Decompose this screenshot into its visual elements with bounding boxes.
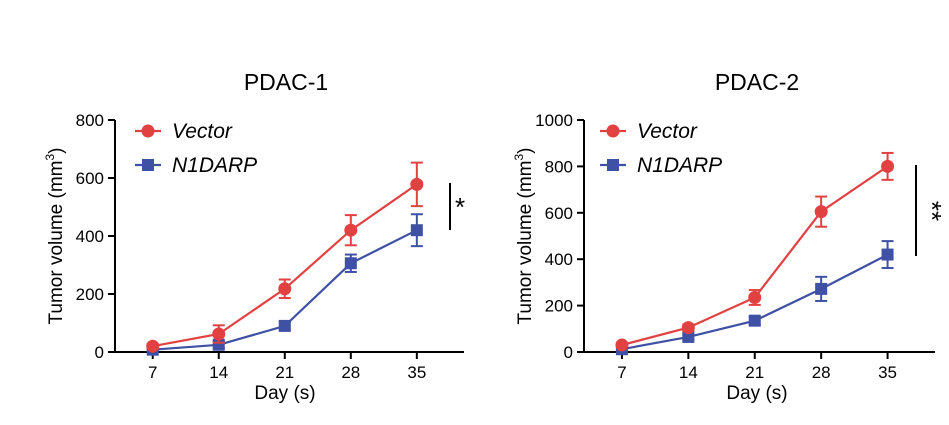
data-point-n1darp bbox=[682, 330, 695, 343]
data-point-vector bbox=[212, 327, 226, 341]
x-ticks: 7 14 21 28 35 bbox=[148, 352, 426, 382]
x-tick-label: 28 bbox=[341, 363, 360, 382]
significance-marker: ** bbox=[917, 201, 947, 221]
y-axis-label-close: ) bbox=[46, 148, 67, 154]
significance-marker: * bbox=[455, 192, 465, 222]
y-axis-label-text: Tumor volume (mm bbox=[515, 161, 536, 325]
data-point-vector bbox=[814, 205, 828, 219]
data-point-vector bbox=[615, 338, 629, 352]
x-tick-label: 21 bbox=[275, 363, 294, 382]
x-tick-label: 7 bbox=[148, 363, 157, 382]
x-axis-label: Day (s) bbox=[726, 383, 787, 404]
data-point-vector bbox=[344, 223, 358, 237]
y-axis-label: Tumor volume (mm3) bbox=[43, 148, 67, 325]
legend: Vector N1DARP bbox=[135, 120, 257, 177]
x-tick-label: 21 bbox=[745, 363, 764, 382]
data-point-n1darp bbox=[748, 314, 761, 327]
y-tick-label: 200 bbox=[76, 285, 104, 304]
series-layer bbox=[615, 151, 895, 356]
data-point-n1darp bbox=[344, 257, 357, 270]
x-tick-label: 14 bbox=[679, 363, 698, 382]
legend-marker-vector bbox=[141, 124, 155, 138]
legend-marker-vector bbox=[606, 124, 620, 138]
x-tick-label: 28 bbox=[812, 363, 831, 382]
y-tick-label: 0 bbox=[95, 343, 104, 362]
data-point-n1darp bbox=[278, 319, 291, 332]
legend-label-vector: Vector bbox=[172, 120, 233, 143]
y-axis-label-text: Tumor volume (mm bbox=[46, 161, 67, 325]
x-ticks: 7 14 21 28 35 bbox=[617, 352, 897, 382]
y-axis-label-close: ) bbox=[515, 148, 536, 154]
y-tick-label: 600 bbox=[545, 204, 573, 223]
y-axis-label-superscript: 3 bbox=[512, 154, 526, 161]
chart-panel-pdac-2: PDAC-2 0 200 400 600 800 1000 7 14 21 28 35 Day (… bbox=[512, 69, 947, 404]
data-point-n1darp bbox=[881, 248, 894, 261]
x-tick-label: 7 bbox=[617, 363, 626, 382]
legend-marker-n1darp bbox=[142, 159, 154, 171]
y-tick-label: 0 bbox=[564, 343, 573, 362]
y-ticks: 0 200 400 600 800 1000 bbox=[535, 111, 584, 362]
data-point-vector bbox=[681, 321, 695, 335]
y-tick-label: 800 bbox=[76, 111, 104, 130]
legend-label-n1darp: N1DARP bbox=[637, 154, 722, 177]
chart-title: PDAC-1 bbox=[244, 69, 328, 95]
legend-label-vector: Vector bbox=[637, 120, 698, 143]
y-tick-label: 600 bbox=[76, 169, 104, 188]
data-point-vector bbox=[278, 282, 292, 296]
data-point-vector bbox=[748, 290, 762, 304]
x-tick-label: 35 bbox=[878, 363, 897, 382]
x-axis-label: Day (s) bbox=[254, 383, 315, 404]
y-tick-label: 400 bbox=[76, 227, 104, 246]
x-tick-label: 14 bbox=[209, 363, 228, 382]
data-point-vector bbox=[881, 159, 895, 173]
y-tick-label: 400 bbox=[545, 250, 573, 269]
y-axis-label: Tumor volume (mm3) bbox=[512, 148, 536, 325]
chart-title: PDAC-2 bbox=[715, 69, 799, 95]
y-tick-label: 800 bbox=[545, 157, 573, 176]
legend: Vector N1DARP bbox=[600, 120, 722, 177]
y-axis-label-superscript: 3 bbox=[43, 154, 57, 161]
data-point-n1darp bbox=[410, 224, 423, 237]
x-tick-label: 35 bbox=[407, 363, 426, 382]
y-tick-label: 200 bbox=[545, 297, 573, 316]
y-ticks: 0 200 400 600 800 bbox=[76, 111, 115, 362]
data-point-n1darp bbox=[815, 282, 828, 295]
y-tick-label: 1000 bbox=[535, 111, 573, 130]
data-point-vector bbox=[410, 177, 424, 191]
legend-marker-n1darp bbox=[607, 159, 619, 171]
legend-label-n1darp: N1DARP bbox=[172, 154, 257, 177]
chart-panel-pdac-1: PDAC-1 0 200 400 600 800 7 14 21 28 35 Day (s) T… bbox=[43, 69, 465, 404]
series-layer bbox=[146, 161, 424, 356]
data-point-vector bbox=[146, 339, 160, 353]
